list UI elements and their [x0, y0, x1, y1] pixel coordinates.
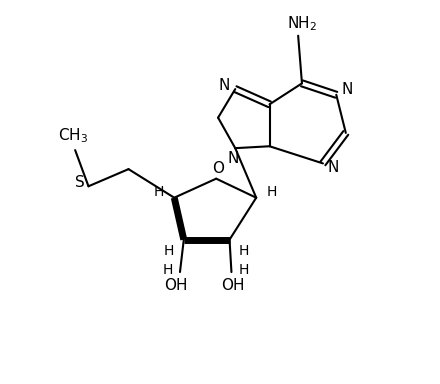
Text: S: S	[75, 175, 85, 190]
Text: H: H	[164, 244, 175, 258]
Text: NH$_2$: NH$_2$	[287, 14, 317, 33]
Text: H: H	[238, 263, 249, 277]
Text: O: O	[212, 161, 224, 176]
Text: N: N	[341, 81, 352, 96]
Text: H: H	[163, 263, 173, 277]
Text: H: H	[154, 185, 164, 199]
Text: OH: OH	[165, 278, 188, 293]
Text: OH: OH	[222, 278, 245, 293]
Text: H: H	[266, 185, 277, 199]
Text: N: N	[227, 151, 239, 166]
Text: N: N	[328, 161, 339, 175]
Text: N: N	[219, 78, 230, 93]
Text: H: H	[239, 244, 249, 258]
Text: CH$_3$: CH$_3$	[58, 126, 88, 145]
